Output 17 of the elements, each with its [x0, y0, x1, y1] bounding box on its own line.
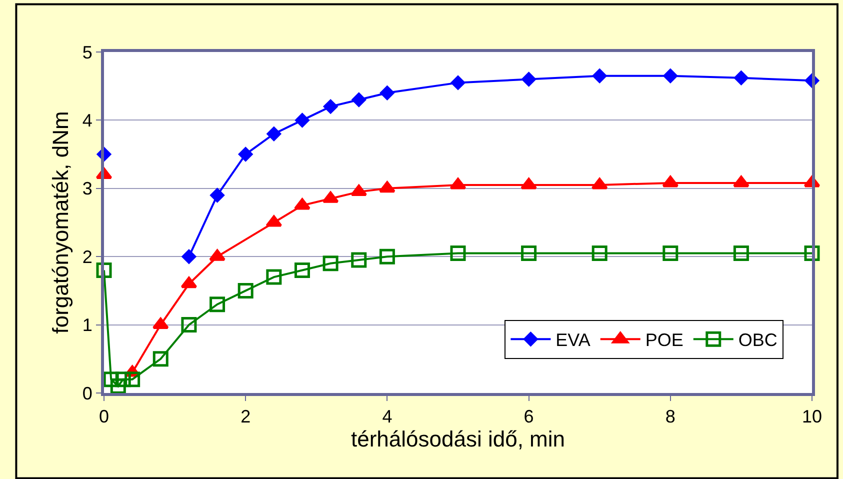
- x-tick-label: 6: [524, 406, 534, 427]
- y-tick-label: 5: [82, 42, 92, 62]
- x-tick-label: 4: [382, 406, 392, 427]
- y-axis-title: forgatónyomaték, dNm: [48, 111, 74, 334]
- legend-label: POE: [645, 330, 684, 350]
- x-tick-label: 10: [802, 406, 822, 427]
- y-tick-label: 2: [82, 246, 92, 267]
- x-axis-title: térhálósodási idő, min: [350, 426, 566, 452]
- y-tick-label: 1: [82, 315, 92, 336]
- legend-label: EVA: [556, 330, 590, 350]
- y-tick-label: 3: [82, 178, 92, 199]
- x-tick-label: 0: [98, 406, 110, 427]
- legend-label: OBC: [738, 330, 778, 350]
- y-tick-label: 0: [82, 383, 92, 404]
- y-tick-label: 4: [82, 110, 92, 130]
- x-tick-label: 2: [240, 406, 251, 427]
- x-tick-label: 8: [665, 406, 676, 427]
